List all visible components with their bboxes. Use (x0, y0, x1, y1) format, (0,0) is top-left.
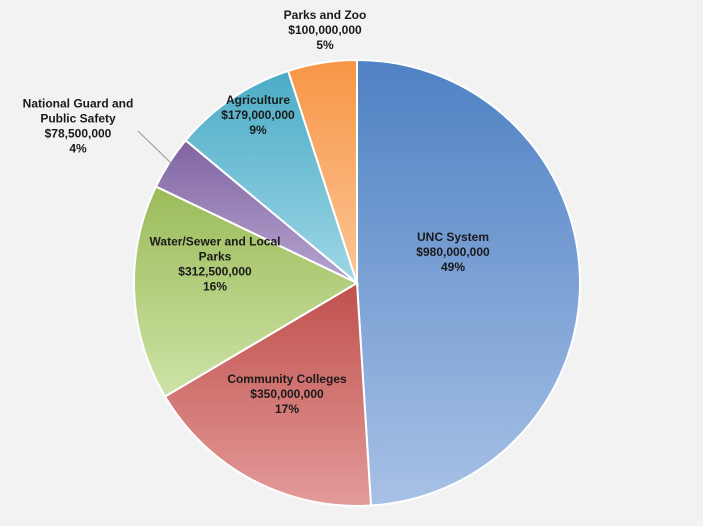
slice-label-national-guard-and-public-safety: National Guard and Public Safety $78,500,0… (23, 97, 134, 156)
slices-layer (133, 58, 581, 507)
pie-slice-community-colleges (163, 281, 373, 507)
slice-label-agriculture: Agriculture $179,000,000 9% (221, 93, 295, 137)
labels-layer: UNC System $980,000,000 49% Community Colle… (23, 8, 490, 416)
pie-slice-agriculture (184, 69, 360, 286)
slice-label-parks-and-zoo: Parks and Zoo $100,000,000 5% (284, 8, 367, 52)
slice-label-unc-system: UNC System $980,000,000 49% (416, 230, 490, 274)
pie-slice-unc-system (356, 58, 581, 507)
leader-line-national-guard-and-public-safety (137, 130, 172, 164)
slice-label-water-sewer-and-local-parks: Water/Sewer and Local Parks $312,500,000 16… (150, 235, 281, 294)
slice-label-community-colleges: Community Colleges $350,000,000 17% (227, 372, 347, 416)
pie-slice-parks-and-zoo (286, 58, 358, 284)
pie-slice-water-sewer-and-local-parks (133, 185, 360, 398)
leader-lines (137, 130, 172, 164)
